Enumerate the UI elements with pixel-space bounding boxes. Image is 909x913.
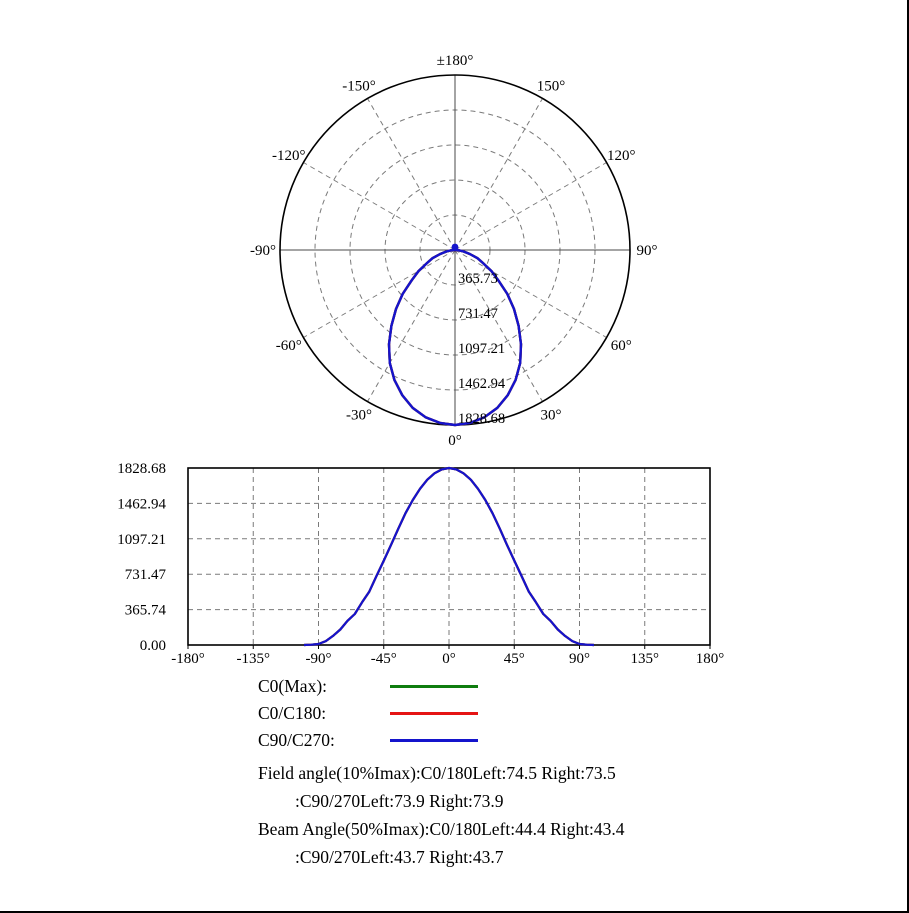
- polar-radial-label: 1097.21: [458, 341, 505, 357]
- cart-plot-border: [187, 467, 711, 646]
- legend-item-c0max: C0(Max):: [258, 676, 518, 703]
- polar-grid-spoke: [454, 98, 543, 251]
- cart-x-tick-label: -45°: [371, 651, 397, 667]
- polar-angle-label: -60°: [276, 338, 302, 354]
- polar-angle-label: ±180°: [437, 53, 474, 69]
- beam-angle-c90-line: :C90/270Left:43.7 Right:43.7: [295, 847, 504, 867]
- legend-line-c90c270: [390, 739, 478, 742]
- cart-x-tick-label: -90°: [306, 651, 332, 667]
- polar-grid-spoke: [454, 249, 543, 402]
- cart-x-tick-label: 0°: [442, 651, 456, 667]
- polar-grid-spoke: [303, 249, 456, 338]
- cart-y-tick-label: 1828.68: [117, 461, 166, 477]
- cart-curve-c0max: [303, 466, 595, 647]
- polar-radial-label: 1462.94: [458, 376, 506, 392]
- polar-angle-label: -30°: [346, 408, 372, 424]
- beam-field-annotations: Field angle(10%Imax):C0/180Left:74.5 Rig…: [258, 759, 624, 871]
- polar-radial-label: 1828.68: [458, 411, 505, 427]
- cart-y-tick-label: 731.47: [125, 567, 167, 583]
- polar-angle-label: 30°: [541, 408, 562, 424]
- cart-y-tick-label: 365.74: [125, 603, 167, 619]
- cart-y-tick-label: 1097.21: [117, 532, 166, 548]
- polar-radial-label: 731.47: [458, 306, 498, 322]
- cart-y-tick-label: 1462.94: [117, 496, 166, 512]
- photometric-charts: ±180° -150° -120° -90° -60° -30° 0° 30° 60° 90° 12…: [117, 53, 725, 667]
- polar-grid-spoke: [303, 162, 456, 251]
- legend-label-c0c180: C0/C180:: [258, 703, 327, 723]
- polar-grid-spoke: [367, 249, 456, 402]
- polar-radial-label: 365.73: [458, 271, 498, 287]
- cart-x-tick-label: -180°: [171, 651, 205, 667]
- polar-angle-label: 0°: [448, 433, 462, 449]
- polar-angle-label: 90°: [637, 243, 658, 259]
- polar-angle-label: 120°: [607, 148, 636, 164]
- polar-curve-c90c270: [387, 248, 523, 427]
- field-angle-c0-line: Field angle(10%Imax):C0/180Left:74.5 Rig…: [258, 763, 616, 783]
- polar-angle-label: -120°: [272, 148, 306, 164]
- cart-y-tick-label: 0.00: [140, 638, 166, 654]
- polar-center-marker: [451, 243, 459, 251]
- legend-label-c0max: C0(Max):: [258, 676, 328, 696]
- polar-grid-spoke: [454, 249, 607, 338]
- cart-curve-c90c270: [303, 466, 595, 647]
- legend: C0(Max): C0/C180: C90/C270:: [258, 676, 518, 757]
- polar-angle-label: 60°: [611, 338, 632, 354]
- polar-angle-label: 150°: [537, 78, 566, 94]
- legend-line-c0c180: [390, 712, 478, 715]
- cart-curve-c0c180: [303, 466, 595, 647]
- polar-grid-spoke: [367, 98, 456, 251]
- legend-line-c0max: [390, 685, 478, 688]
- polar-angle-label: -90°: [250, 243, 276, 259]
- polar-grid-spoke: [454, 162, 607, 251]
- cart-x-tick-label: 180°: [696, 651, 725, 667]
- cart-x-tick-label: 135°: [631, 651, 660, 667]
- legend-item-c90c270: C90/C270:: [258, 730, 518, 757]
- cart-x-tick-label: 45°: [504, 651, 525, 667]
- legend-label-c90c270: C90/C270:: [258, 730, 335, 750]
- field-angle-c90-line: :C90/270Left:73.9 Right:73.9: [295, 791, 504, 811]
- beam-angle-c0-line: Beam Angle(50%Imax):C0/180Left:44.4 Righ…: [258, 819, 625, 839]
- polar-angle-label: -150°: [342, 78, 376, 94]
- cart-x-tick-label: -135°: [237, 651, 271, 667]
- legend-item-c0c180: C0/C180:: [258, 703, 518, 730]
- cart-x-tick-label: 90°: [569, 651, 590, 667]
